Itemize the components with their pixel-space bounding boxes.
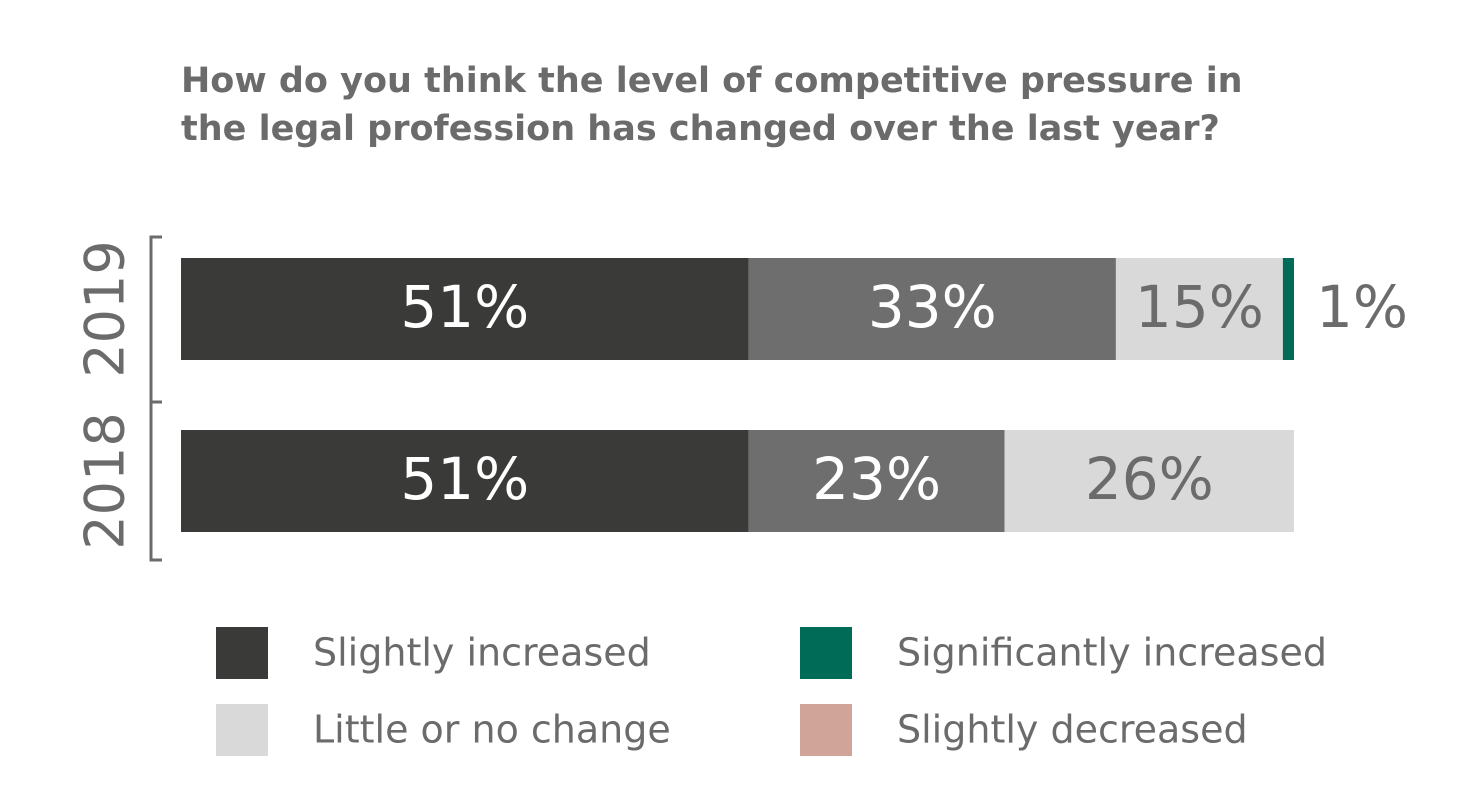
bar-2019-segment-2: [748, 258, 1116, 360]
data-label-2019-segment-2: 33%: [868, 273, 997, 341]
data-label-2019-segment-3: 15%: [1135, 273, 1264, 341]
chart-title-line-1: How do you think the level of competitiv…: [181, 61, 1243, 101]
legend-label-3: Little or no change: [313, 708, 671, 752]
category-axis-bracket: 2019 2018: [74, 235, 162, 562]
bar-series-group: 51% 33% 15% 1% 51% 23% 26%: [181, 258, 1408, 532]
data-label-2019-segment-4: 1%: [1316, 273, 1408, 341]
bar-2018-segment-1: [181, 430, 749, 532]
legend-swatch-2: [800, 627, 852, 679]
data-label-2018-segment-3: 26%: [1085, 445, 1214, 513]
category-label-2019: 2019: [74, 240, 137, 377]
legend-swatch-1: [216, 627, 268, 679]
legend-label-4: Slightly decreased: [897, 708, 1248, 752]
chart-title-line-2: the legal profession has changed over th…: [181, 109, 1220, 149]
bar-2018-segment-2: [748, 430, 1005, 532]
legend-label-2: Significantly increased: [897, 631, 1327, 675]
bracket-line: [149, 235, 162, 562]
bar-2018-segment-3: [1004, 430, 1294, 532]
data-label-2019-segment-1: 51%: [400, 273, 529, 341]
bar-2019-segment-1: [181, 258, 749, 360]
data-label-2018-segment-1: 51%: [400, 445, 529, 513]
legend: Slightly increased Significantly increase…: [216, 627, 1327, 756]
legend-swatch-4: [800, 704, 852, 756]
legend-swatch-3: [216, 704, 268, 756]
category-label-2018: 2018: [74, 412, 137, 549]
legend-label-1: Slightly increased: [313, 631, 651, 675]
data-label-2018-segment-2: 23%: [812, 445, 941, 513]
bar-2019-segment-3: [1115, 258, 1283, 360]
bar-2019-segment-4: [1282, 258, 1294, 360]
